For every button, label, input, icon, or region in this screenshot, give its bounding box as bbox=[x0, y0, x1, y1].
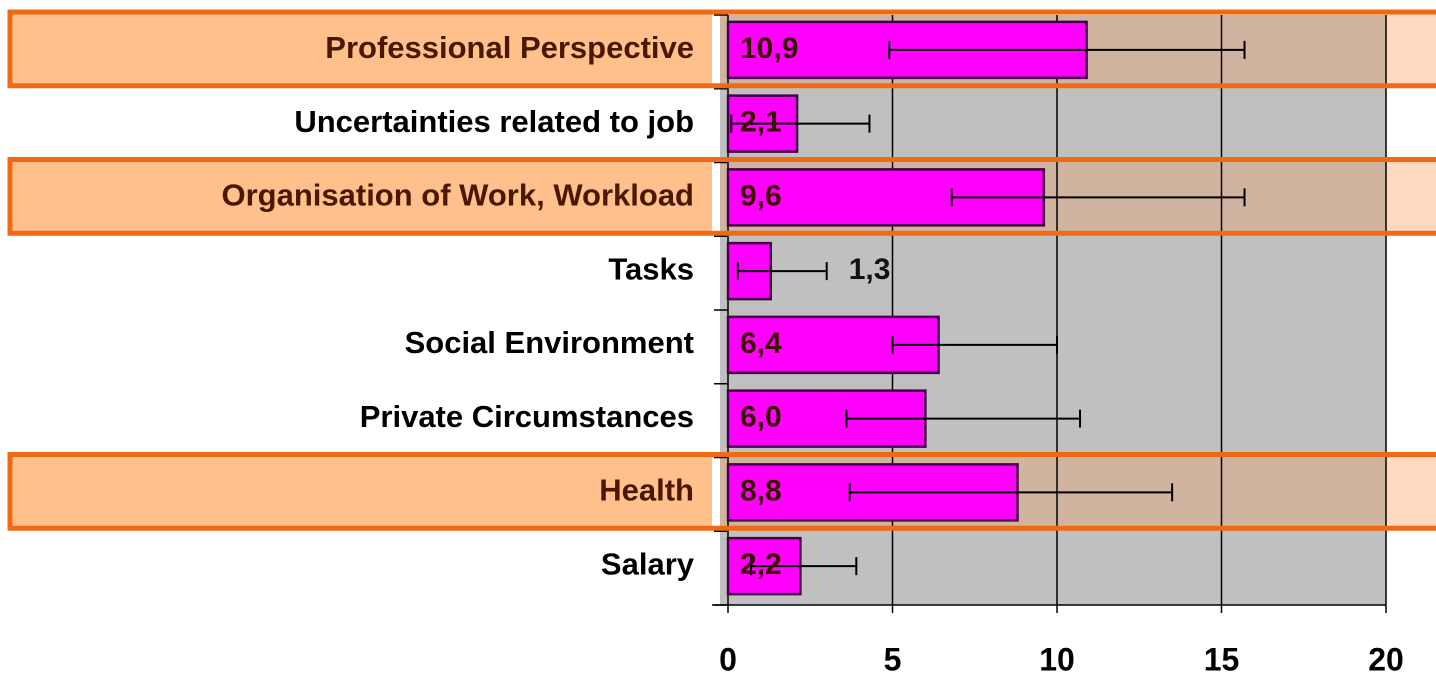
value-label: 2,2 bbox=[740, 548, 782, 581]
category-label: Social Environment bbox=[405, 325, 694, 360]
category-label: Organisation of Work, Workload bbox=[221, 178, 694, 213]
highlight-frame bbox=[7, 9, 1436, 89]
category-label: Uncertainties related to job bbox=[294, 104, 694, 139]
category-label: Salary bbox=[601, 546, 695, 581]
x-tick-label: 10 bbox=[1039, 641, 1075, 677]
highlight-label-band bbox=[10, 159, 712, 234]
value-label: 1,3 bbox=[849, 253, 891, 286]
value-label: 6,4 bbox=[740, 327, 782, 360]
value-label: 10,9 bbox=[740, 32, 798, 65]
category-label: Professional Perspective bbox=[325, 30, 694, 65]
value-label: 2,1 bbox=[740, 106, 782, 139]
highlight-right-band bbox=[1386, 159, 1436, 234]
category-label: Health bbox=[599, 473, 694, 508]
x-tick-label: 5 bbox=[884, 641, 902, 677]
value-label: 8,8 bbox=[740, 474, 782, 507]
highlight-label-band bbox=[10, 12, 712, 86]
highlight-frame bbox=[7, 157, 1436, 236]
highlight-right-band bbox=[1386, 12, 1436, 86]
x-tick-label: 20 bbox=[1368, 641, 1404, 677]
category-label: Private Circumstances bbox=[360, 399, 694, 434]
category-label: Tasks bbox=[608, 251, 694, 286]
value-label: 9,6 bbox=[740, 179, 782, 212]
highlight-frame bbox=[7, 452, 1436, 531]
value-label: 6,0 bbox=[740, 401, 782, 434]
highlight-label-band bbox=[10, 454, 712, 529]
x-tick-label: 15 bbox=[1204, 641, 1240, 677]
x-tick-label: 0 bbox=[719, 641, 737, 677]
highlight-right-band bbox=[1386, 454, 1436, 529]
